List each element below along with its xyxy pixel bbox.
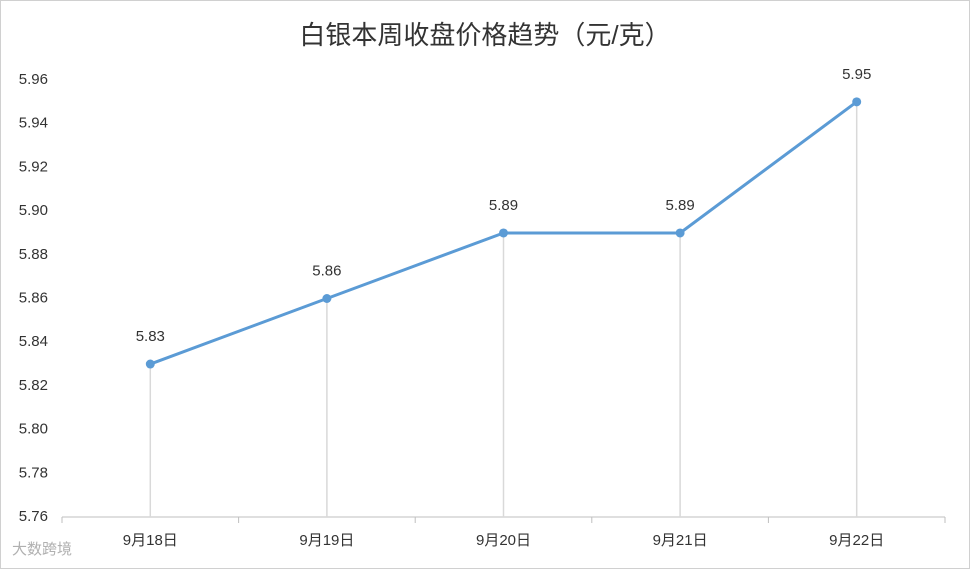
data-label: 5.83	[136, 328, 165, 345]
y-tick-label: 5.82	[19, 377, 48, 394]
data-point	[499, 228, 508, 238]
data-point	[145, 359, 155, 369]
data-label: 5.89	[489, 197, 518, 214]
x-tick-label: 9月20日	[476, 532, 531, 549]
y-tick-label: 5.80	[19, 421, 48, 438]
y-tick-label: 5.88	[19, 246, 48, 263]
data-label: 5.89	[665, 197, 694, 214]
y-tick-label: 5.96	[19, 71, 48, 88]
x-tick-label: 9月19日	[299, 532, 354, 549]
data-point	[675, 228, 685, 238]
data-point	[322, 294, 332, 303]
data-point	[852, 97, 862, 107]
data-label: 5.95	[842, 66, 871, 83]
watermark: 大数跨境	[12, 540, 72, 558]
y-tick-label: 5.86	[19, 289, 48, 306]
x-tick-label: 9月18日	[123, 532, 178, 549]
y-tick-label: 5.94	[19, 115, 48, 132]
y-tick-label: 5.76	[19, 508, 48, 525]
chart-title: 白银本周收盘价格趋势（元/克）	[299, 20, 670, 50]
x-tick-label: 9月22日	[829, 532, 884, 549]
x-tick-label: 9月21日	[653, 532, 708, 549]
y-tick-label: 5.78	[19, 464, 48, 481]
y-tick-label: 5.84	[19, 333, 48, 350]
y-tick-label: 5.92	[19, 158, 48, 175]
y-tick-label: 5.90	[19, 202, 48, 219]
data-label: 5.86	[312, 262, 341, 279]
